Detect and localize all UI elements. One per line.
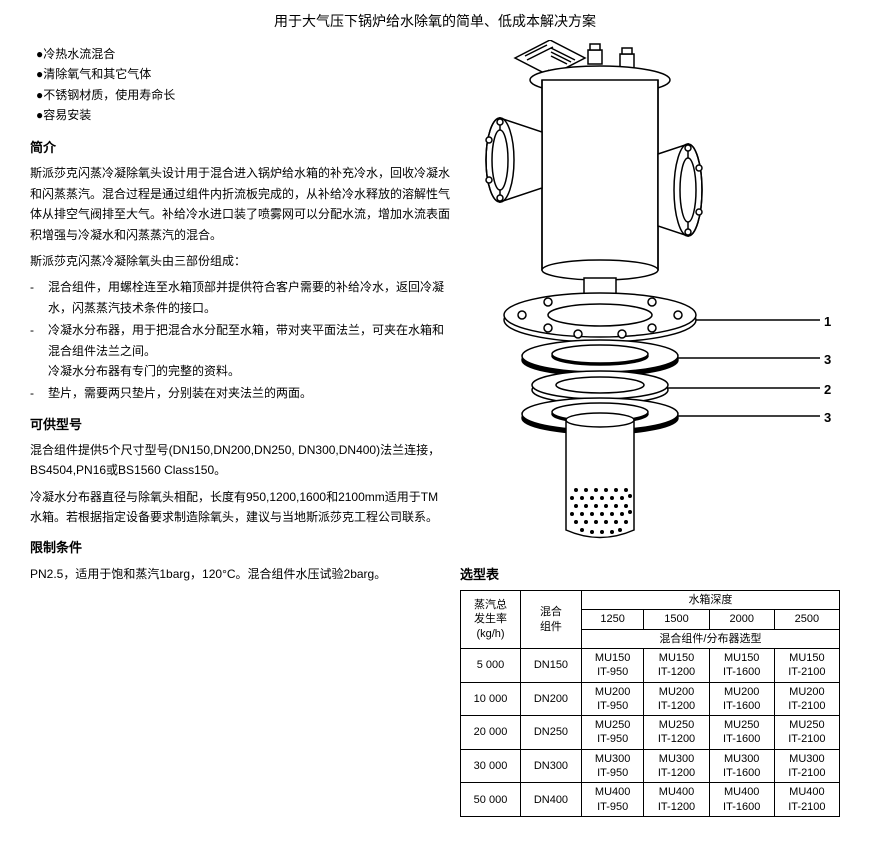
list-item: - 垫片，需要两只垫片，分别装在对夹法兰的两面。 [30,383,450,403]
rate-cell: 5 000 [461,648,521,682]
mix-cell: DN300 [521,749,582,783]
table-row: 蒸汽总 发生率 (kg/h) 混合 组件 水箱深度 [461,591,840,610]
data-cell: MU300 IT-950 [581,749,644,783]
data-cell: MU200 IT-2100 [774,682,839,716]
data-cell: MU300 IT-1600 [709,749,774,783]
feature-item: ●冷热水流混合 [30,44,450,64]
selection-table: 蒸汽总 发生率 (kg/h) 混合 组件 水箱深度 1250 1500 2000… [460,590,840,817]
limits-heading: 限制条件 [30,537,450,559]
left-column: ●冷热水流混合 ●清除氧气和其它气体 ●不锈钢材质，使用寿命长 ●容易安装 简介… [30,44,450,590]
data-cell: MU250 IT-1600 [709,716,774,750]
col-rate: 蒸汽总 发生率 (kg/h) [461,591,521,649]
feature-item: ●清除氧气和其它气体 [30,64,450,84]
diagram-svg [460,40,840,560]
data-cell: MU150 IT-2100 [774,648,839,682]
models-para: 冷凝水分布器直径与除氧头相配，长度有950,1200,1600和2100mm适用… [30,487,450,528]
models-para: 混合组件提供5个尺寸型号(DN150,DN200,DN250, DN300,DN… [30,440,450,481]
mix-cell: DN150 [521,648,582,682]
rate-cell: 20 000 [461,716,521,750]
depth-cell: 2000 [709,610,774,629]
mix-cell: DN250 [521,716,582,750]
page-title: 用于大气压下锅炉给水除氧的简单、低成本解决方案 [30,10,840,34]
list-text: 垫片，需要两只垫片，分别装在对夹法兰的两面。 [48,383,450,403]
table-row: 10 000 DN200 MU200 IT-950 MU200 IT-1200 … [461,682,840,716]
list-item: - 冷凝水分布器，用于把混合水分配至水箱，带对夹平面法兰，可夹在水箱和混合组件法… [30,320,450,381]
depth-cell: 1500 [644,610,709,629]
rate-cell: 10 000 [461,682,521,716]
feature-item: ●容易安装 [30,105,450,125]
data-cell: MU400 IT-2100 [774,783,839,817]
sub-header: 混合组件/分布器选型 [581,629,839,648]
intro-para: 斯派莎克闪蒸冷凝除氧头由三部份组成： [30,251,450,271]
depth-cell: 1250 [581,610,644,629]
data-cell: MU400 IT-1600 [709,783,774,817]
table-row: 20 000 DN250 MU250 IT-950 MU250 IT-1200 … [461,716,840,750]
dash-icon: - [30,383,48,403]
data-cell: MU300 IT-2100 [774,749,839,783]
data-cell: MU400 IT-950 [581,783,644,817]
rate-cell: 30 000 [461,749,521,783]
rate-cell: 50 000 [461,783,521,817]
callout-3a: 3 [824,349,831,371]
data-cell: MU250 IT-2100 [774,716,839,750]
selection-heading: 选型表 [460,564,840,586]
dash-icon: - [30,320,48,381]
callout-1: 1 [824,311,831,333]
data-cell: MU200 IT-950 [581,682,644,716]
data-cell: MU150 IT-950 [581,648,644,682]
callout-2: 2 [824,379,831,401]
limits-para: PN2.5，适用于饱和蒸汽1barg，120°C。混合组件水压试验2barg。 [30,564,450,584]
data-cell: MU200 IT-1200 [644,682,709,716]
list-text: 混合组件，用螺栓连至水箱顶部并提供符合客户需要的补给冷水，返回冷凝水，闪蒸蒸汽技… [48,277,450,318]
table-row: 30 000 DN300 MU300 IT-950 MU300 IT-1200 … [461,749,840,783]
col-mix: 混合 组件 [521,591,582,649]
list-item: - 混合组件，用螺栓连至水箱顶部并提供符合客户需要的补给冷水，返回冷凝水，闪蒸蒸… [30,277,450,318]
data-cell: MU150 IT-1600 [709,648,774,682]
data-cell: MU300 IT-1200 [644,749,709,783]
table-row: 5 000 DN150 MU150 IT-950 MU150 IT-1200 M… [461,648,840,682]
mix-cell: DN200 [521,682,582,716]
data-cell: MU150 IT-1200 [644,648,709,682]
intro-para: 斯派莎克闪蒸冷凝除氧头设计用于混合进入锅炉给水箱的补充冷水，回收冷凝水和闪蒸蒸汽… [30,163,450,245]
depth-header: 水箱深度 [581,591,839,610]
callout-3b: 3 [824,407,831,429]
list-text: 冷凝水分布器，用于把混合水分配至水箱，带对夹平面法兰，可夹在水箱和混合组件法兰之… [48,320,450,381]
depth-cell: 2500 [774,610,839,629]
feature-item: ●不锈钢材质，使用寿命长 [30,85,450,105]
right-column: 1 3 2 3 选型表 蒸汽总 发生率 (kg/h) 混合 组件 水箱深度 12… [460,40,840,817]
data-cell: MU250 IT-1200 [644,716,709,750]
dash-icon: - [30,277,48,318]
data-cell: MU250 IT-950 [581,716,644,750]
table-row: 50 000 DN400 MU400 IT-950 MU400 IT-1200 … [461,783,840,817]
intro-heading: 简介 [30,137,450,159]
deaerator-diagram: 1 3 2 3 [460,40,840,560]
models-heading: 可供型号 [30,414,450,436]
mix-cell: DN400 [521,783,582,817]
feature-bullets: ●冷热水流混合 ●清除氧气和其它气体 ●不锈钢材质，使用寿命长 ●容易安装 [30,44,450,126]
intro-list: - 混合组件，用螺栓连至水箱顶部并提供符合客户需要的补给冷水，返回冷凝水，闪蒸蒸… [30,277,450,403]
data-cell: MU200 IT-1600 [709,682,774,716]
data-cell: MU400 IT-1200 [644,783,709,817]
